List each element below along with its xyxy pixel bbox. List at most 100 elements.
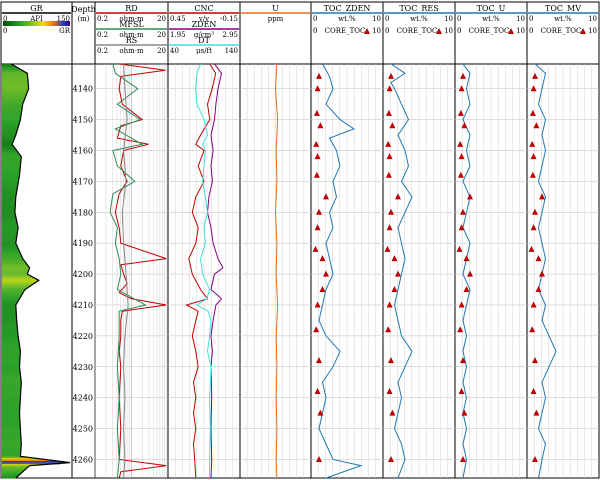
- scale-unit: CORE_TOC: [397, 27, 438, 35]
- gr-fill-band: [2, 97, 25, 100]
- gr-fill-band: [2, 127, 18, 130]
- gr-fill-band: [2, 413, 20, 415]
- gr-fill-band: [2, 474, 19, 477]
- core-toc-marker: [385, 109, 392, 116]
- gr-fill-band: [2, 111, 22, 114]
- scale-max: 10: [372, 15, 381, 23]
- header-row-porosity: ZDEN 1.95 g/cm³ 2.95: [169, 20, 239, 39]
- gr-fill-band: [2, 448, 21, 451]
- core-toc-marker: [317, 122, 324, 129]
- gr-fill-band: [2, 102, 23, 105]
- core-toc-marker: [386, 153, 393, 160]
- core-toc-marker: [463, 255, 470, 262]
- gr-fill-band: [2, 419, 20, 422]
- gr-fill-band: [2, 178, 19, 181]
- gr-fill-band: [2, 64, 13, 66]
- gr-fill-band: [2, 266, 30, 269]
- scale-unit: wt.%: [554, 15, 572, 23]
- gr-fill-band: [2, 170, 20, 173]
- gr-fill-band: [2, 212, 16, 215]
- gr-fill-band: [2, 354, 21, 357]
- core-toc-marker: [460, 208, 466, 215]
- scale-max: 10: [516, 15, 525, 23]
- scale-min: 0: [457, 27, 461, 35]
- gr-fill-band: [2, 104, 23, 107]
- gr-fill-band: [2, 261, 26, 264]
- scale-unit: ohm·m: [119, 47, 144, 55]
- gr-fill-band: [2, 456, 27, 459]
- gr-fill-band: [2, 287, 27, 290]
- header-row-toc_mv: 0 CORE_TOC 10: [529, 27, 597, 35]
- gr-fill-band: [2, 343, 20, 346]
- gr-fill-band: [2, 243, 17, 246]
- gr-fill-band: [2, 85, 29, 88]
- gr-fill-band: [2, 440, 22, 443]
- gr-fill-band: [2, 195, 16, 198]
- gr-fill-band: [2, 130, 17, 133]
- gr-fill-band: [2, 281, 36, 284]
- gr-fill-band: [2, 442, 22, 445]
- core-toc-marker: [313, 140, 320, 147]
- gr-fill-band: [2, 223, 18, 225]
- gr-fill-band: [2, 84, 29, 86]
- core-toc-marker: [314, 153, 321, 160]
- core-toc-marker: [461, 409, 468, 416]
- gr-fill-band: [2, 207, 16, 210]
- gr-fill-band: [2, 291, 24, 293]
- gr-fill-band: [2, 274, 29, 276]
- gr-fill-band: [2, 369, 20, 372]
- gr-fill-band: [2, 269, 29, 272]
- gr-fill-band: [2, 314, 17, 317]
- scale-min: 0: [457, 15, 461, 23]
- gr-fill-band: [2, 320, 17, 323]
- scale-min: 0: [3, 27, 7, 35]
- scale-max: 10: [588, 15, 597, 23]
- gr-fill-band: [2, 233, 18, 236]
- depth-tick-label: 4230: [73, 363, 93, 372]
- header-row-toc_mv: TOC_MV 0 wt.% 10: [528, 4, 598, 23]
- gr-fill-band: [2, 275, 32, 278]
- curve-name: TOC_U: [477, 4, 506, 13]
- gr-fill-band: [2, 150, 18, 153]
- core-toc-marker: [535, 286, 542, 293]
- gr-fill-band: [2, 362, 20, 364]
- gr-fill-band: [2, 68, 21, 71]
- scale-min: 0: [313, 27, 317, 35]
- scale-max: 20: [157, 31, 166, 39]
- core-toc-marker: [458, 301, 465, 308]
- scale-unit: CORE_TOC: [325, 27, 366, 35]
- gr-fill-band: [2, 431, 21, 434]
- gr-fill-band: [2, 439, 22, 442]
- gr-fill-band: [2, 389, 21, 392]
- core-toc-marker: [530, 387, 537, 394]
- gr-fill-band: [2, 332, 18, 335]
- depth-title: Depth: [71, 5, 96, 14]
- core-toc-marker: [395, 193, 401, 200]
- gr-fill-band: [2, 241, 16, 244]
- gr-fill-band: [2, 278, 38, 281]
- gr-fill-band: [2, 213, 16, 216]
- depth-tick-label: 4220: [73, 332, 93, 341]
- gr-fill-band: [2, 372, 21, 375]
- gr-fill-band: [2, 427, 21, 429]
- core-toc-marker: [314, 85, 321, 92]
- scale-unit: g/cm³: [194, 31, 214, 39]
- gr-fill-band: [2, 462, 60, 465]
- curve-name: ZDEN: [192, 20, 217, 29]
- gr-fill-band: [2, 476, 17, 479]
- scale-max: 2.95: [222, 31, 238, 39]
- gr-fill-band: [2, 201, 16, 204]
- gr-fill-band: [2, 450, 21, 453]
- gr-fill-band: [2, 135, 16, 137]
- curve-name: RS: [126, 36, 138, 45]
- core-toc-marker: [528, 245, 535, 252]
- gr-fill-band: [2, 107, 23, 110]
- core-toc-marker: [319, 255, 326, 262]
- curve-name: MFSL: [119, 20, 144, 29]
- gr-fill-band: [2, 257, 23, 259]
- core-toc-marker: [388, 455, 394, 462]
- gr-fill-band: [2, 167, 21, 170]
- gr-fill-band: [2, 122, 20, 125]
- gr-fill-band: [2, 263, 27, 266]
